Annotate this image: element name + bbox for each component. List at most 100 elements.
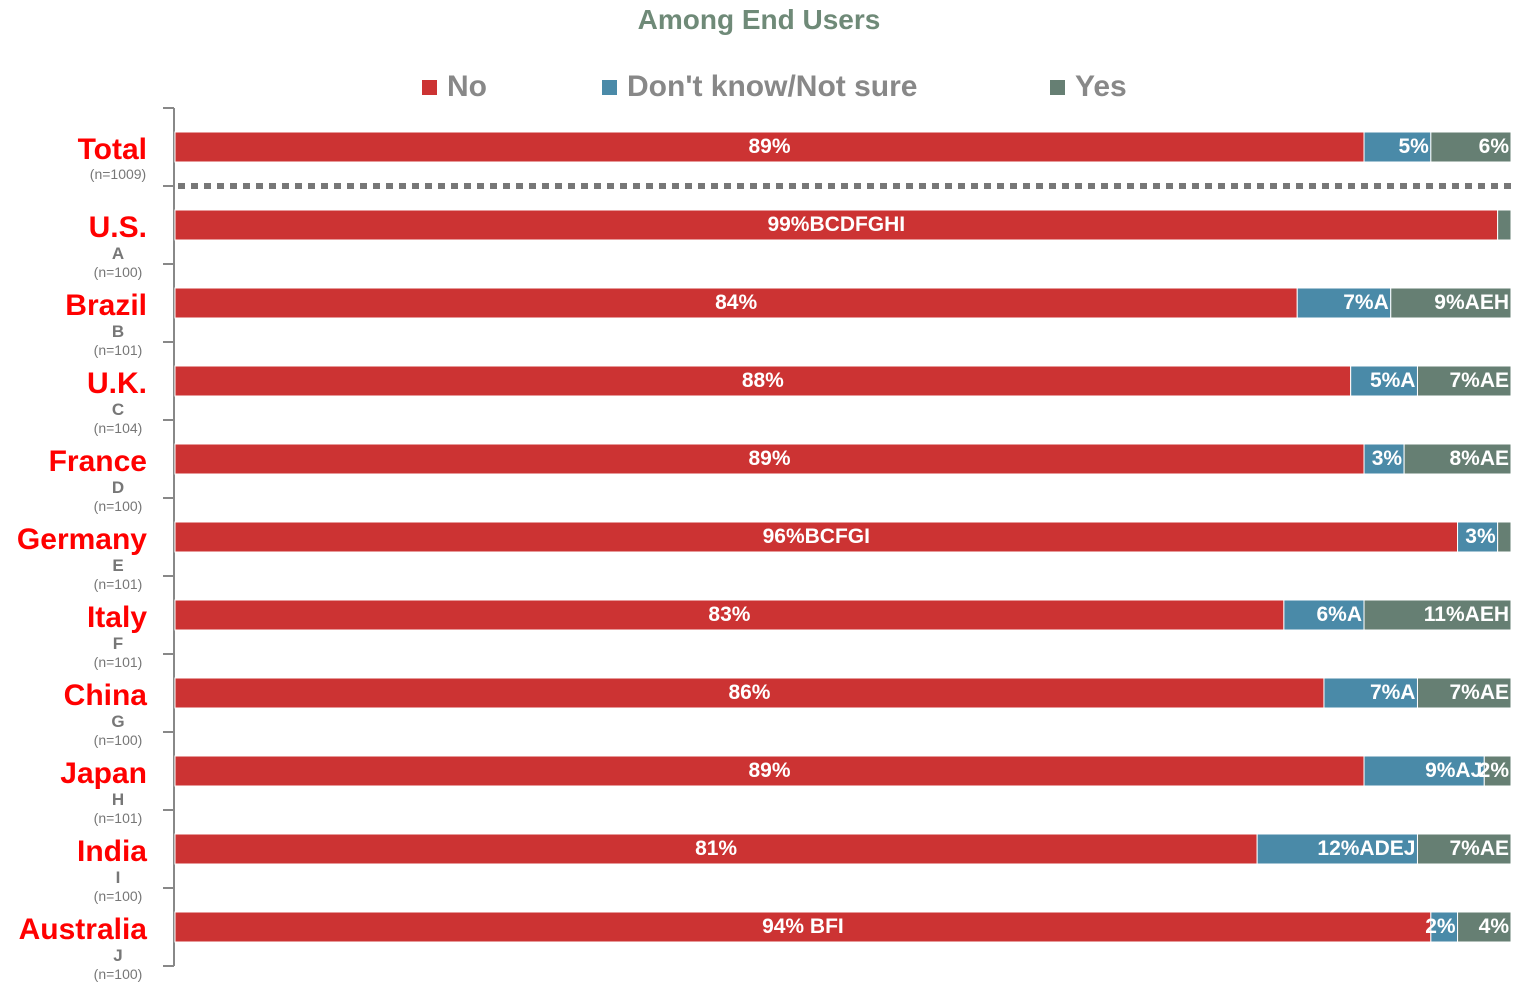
data-label-total-don-t-know-not-sure: 5% <box>1398 135 1429 158</box>
data-label-u-k-no: 88% <box>742 369 784 392</box>
bar-italy-yes <box>1363 599 1512 631</box>
category-letter-australia: J <box>113 946 122 965</box>
category-n-germany: (n=101) <box>94 576 143 592</box>
legend-item-no: No <box>422 70 487 104</box>
bar-u-s-yes <box>1497 209 1512 241</box>
category-label-u-s: U.S. <box>89 211 147 244</box>
data-label-france-no: 89% <box>749 447 791 470</box>
chart-title: Among End Users <box>637 4 881 35</box>
legend: No Don't know/Not sure Yes <box>0 70 1518 110</box>
category-letter-china: G <box>111 712 124 731</box>
legend-label-yes: Yes <box>1075 70 1127 103</box>
category-label-australia: Australia <box>19 913 148 946</box>
bar-italy-don-t-know-not-sure <box>1283 599 1365 631</box>
bar-australia-no <box>174 911 1432 943</box>
category-label-japan: Japan <box>60 757 147 790</box>
bar-japan-don-t-know-not-sure <box>1363 755 1485 787</box>
category-n-u-k: (n=104) <box>94 420 143 436</box>
data-label-australia-yes: 4% <box>1479 915 1510 938</box>
data-label-china-yes: 7%AE <box>1449 681 1509 704</box>
bar-china-no <box>174 677 1325 709</box>
category-label-india: India <box>77 835 147 868</box>
data-label-japan-no: 89% <box>749 759 791 782</box>
data-label-total-yes: 6% <box>1479 135 1510 158</box>
category-n-italy: (n=101) <box>94 654 143 670</box>
data-label-italy-no: 83% <box>708 603 750 626</box>
data-label-italy-yes: 11%AEH <box>1424 603 1509 626</box>
category-label-france: France <box>49 445 147 478</box>
category-n-brazil: (n=101) <box>94 342 143 358</box>
category-n-total: (n=1009) <box>90 166 146 182</box>
bar-india-yes <box>1416 833 1512 865</box>
data-label-brazil-yes: 9%AEH <box>1434 291 1509 314</box>
data-label-china-no: 86% <box>728 681 770 704</box>
data-label-total-no: 89% <box>749 135 791 158</box>
data-label-india-no: 81% <box>695 837 737 860</box>
category-letter-brazil: B <box>112 322 124 341</box>
category-letter-u-k: C <box>112 400 124 419</box>
category-label-italy: Italy <box>87 601 147 634</box>
category-n-japan: (n=101) <box>94 810 143 826</box>
category-label-brazil: Brazil <box>65 289 147 322</box>
category-n-india: (n=100) <box>94 888 143 904</box>
bar-total-no <box>174 131 1365 163</box>
legend-item-dont-know: Don't know/Not sure <box>602 70 917 104</box>
data-label-u-k-yes: 7%AE <box>1449 369 1509 392</box>
bar-italy-no <box>174 599 1285 631</box>
bar-india-don-t-know-not-sure <box>1256 833 1418 865</box>
bar-japan-no <box>174 755 1365 787</box>
data-label-germany-no: 96%BCFGI <box>763 525 870 548</box>
data-label-italy-don-t-know-not-sure: 6%A <box>1317 603 1363 626</box>
data-label-china-don-t-know-not-sure: 7%A <box>1370 681 1416 704</box>
category-n-u-s: (n=100) <box>94 264 143 280</box>
category-letter-germany: E <box>112 556 123 575</box>
data-label-brazil-no: 84% <box>715 291 757 314</box>
bar-brazil-yes <box>1390 287 1512 319</box>
category-letter-japan: H <box>112 790 124 809</box>
category-label-china: China <box>64 679 148 712</box>
category-label-total: Total <box>78 133 147 166</box>
category-label-u-k: U.K. <box>87 367 147 400</box>
bar-u-k-yes <box>1416 365 1512 397</box>
bar-france-yes <box>1403 443 1512 475</box>
data-label-japan-yes: 2% <box>1479 759 1510 782</box>
legend-swatch-no <box>422 79 437 95</box>
data-label-india-yes: 7%AE <box>1449 837 1509 860</box>
bar-germany-yes <box>1497 521 1512 553</box>
bar-australia-don-t-know-not-sure <box>1430 911 1459 943</box>
bar-u-k-don-t-know-not-sure <box>1350 365 1418 397</box>
data-label-australia-no: 94% BFI <box>762 915 844 938</box>
category-letter-france: D <box>112 478 124 497</box>
bar-germany-no <box>174 521 1459 553</box>
category-letter-india: I <box>116 868 121 887</box>
category-n-australia: (n=100) <box>94 966 143 982</box>
bar-france-don-t-know-not-sure <box>1363 443 1405 475</box>
bar-japan-yes <box>1483 755 1512 787</box>
legend-item-yes: Yes <box>1050 70 1127 104</box>
bar-brazil-no <box>174 287 1298 319</box>
data-label-brazil-don-t-know-not-sure: 7%A <box>1343 291 1389 314</box>
legend-label-no: No <box>447 70 487 103</box>
category-letter-italy: F <box>113 634 123 653</box>
bar-total-yes <box>1430 131 1512 163</box>
bar-china-yes <box>1416 677 1512 709</box>
bar-china-don-t-know-not-sure <box>1323 677 1418 709</box>
data-label-u-k-don-t-know-not-sure: 5%A <box>1370 369 1416 392</box>
category-n-china: (n=100) <box>94 732 143 748</box>
data-label-india-don-t-know-not-sure: 12%ADEJ <box>1317 837 1415 860</box>
category-letter-u-s: A <box>112 244 124 263</box>
data-label-australia-don-t-know-not-sure: 2% <box>1425 915 1456 938</box>
category-label-germany: Germany <box>17 523 147 556</box>
data-label-u-s-no: 99%BCDFGHI <box>767 213 905 236</box>
data-label-germany-don-t-know-not-sure: 3% <box>1465 525 1496 548</box>
legend-swatch-dont-know <box>602 79 617 95</box>
bar-germany-don-t-know-not-sure <box>1457 521 1499 553</box>
bar-france-no <box>174 443 1365 475</box>
legend-label-dont-know: Don't know/Not sure <box>627 70 918 103</box>
data-label-japan-don-t-know-not-sure: 9%AJ <box>1425 759 1482 782</box>
legend-swatch-yes <box>1050 79 1065 95</box>
data-label-france-don-t-know-not-sure: 3% <box>1372 447 1403 470</box>
category-n-france: (n=100) <box>94 498 143 514</box>
bar-australia-yes <box>1457 911 1512 943</box>
